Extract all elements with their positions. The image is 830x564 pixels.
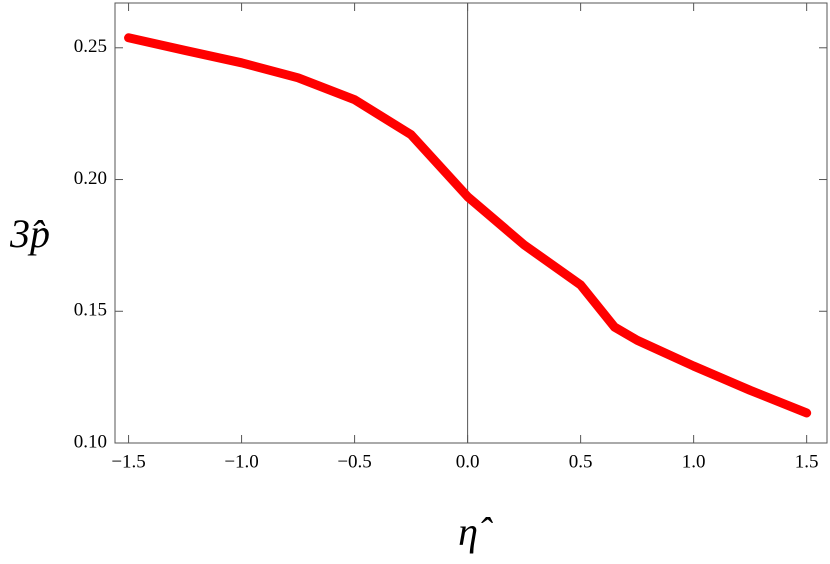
y-tick-label: 0.25 xyxy=(74,36,107,57)
y-tick-label: 0.20 xyxy=(74,168,107,189)
x-tick-label: −1.5 xyxy=(111,451,145,472)
x-tick-label: −1.0 xyxy=(224,451,258,472)
y-tick-label: 0.10 xyxy=(74,431,107,452)
x-tick-label: 1.5 xyxy=(795,451,819,472)
plot-frame xyxy=(114,2,828,444)
x-axis-label: η̂ xyxy=(458,509,493,554)
x-tick-label: −0.5 xyxy=(337,451,371,472)
data-line xyxy=(124,33,812,418)
x-tick-label: 1.0 xyxy=(682,451,706,472)
y-axis-label: 3p̂ xyxy=(9,211,50,256)
x-tick-label: 0.0 xyxy=(456,451,480,472)
x-tick-label: 0.5 xyxy=(569,451,593,472)
y-tick-label: 0.15 xyxy=(74,300,107,321)
